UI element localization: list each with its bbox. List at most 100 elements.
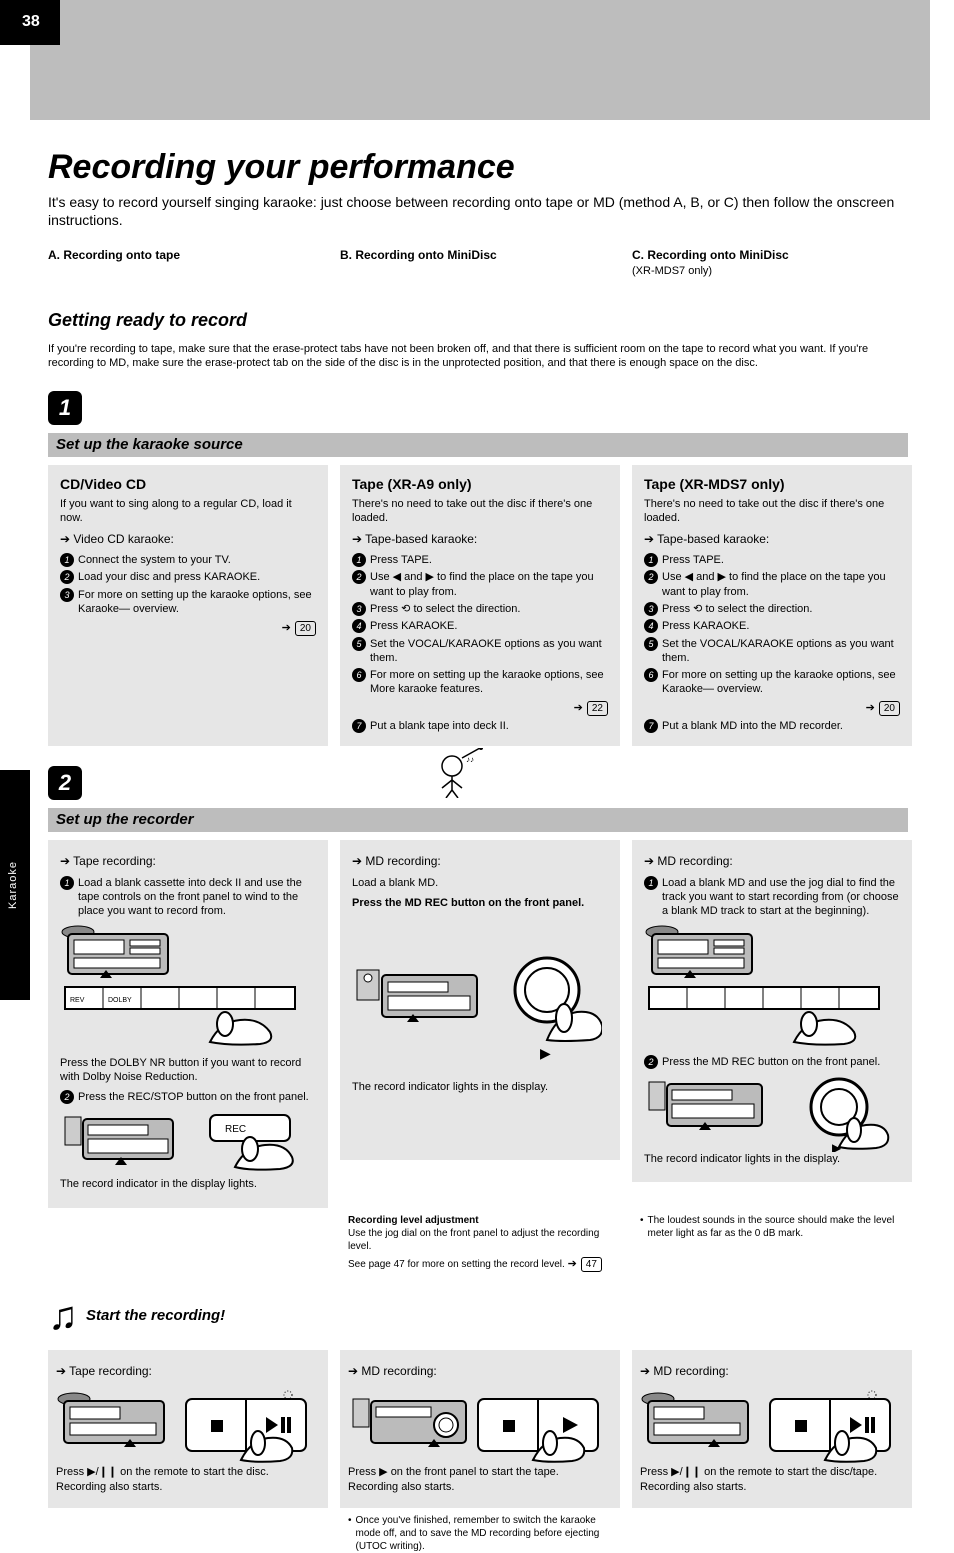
step3-box-b: ➔ MD recording: Press ▶ on the front pan… — [340, 1350, 620, 1508]
s2c-b1: Load a blank MD and use the jog dial to … — [662, 876, 900, 919]
page-number: 38 — [22, 12, 40, 33]
step-1-badge: 1 — [48, 391, 82, 425]
step3-box-a: ➔ Tape recording: Press ▶/❙❙ on the remo… — [48, 1350, 328, 1508]
page-ref-20b: 20 — [879, 701, 900, 716]
tape-deck-illustration — [60, 922, 180, 982]
s1c-b7: Put a blank MD into the MD recorder. — [662, 719, 900, 733]
s3a-text: Press ▶/❙❙ on the remote to start the di… — [56, 1465, 320, 1494]
bullet-icon: 4 — [352, 619, 366, 633]
s1b-sub: There's no need to take out the disc if … — [352, 497, 608, 526]
method-c-sub: (XR-MDS7 only) — [632, 265, 712, 277]
step1-box-c: Tape (XR-MDS7 only) There's no need to t… — [632, 465, 912, 746]
bullet-icon: 2 — [644, 570, 658, 584]
bullet-icon: 1 — [644, 876, 658, 890]
mid-note1-title: Recording level adjustment — [348, 1215, 479, 1226]
s1c-b4: Press KARAOKE. — [662, 619, 900, 633]
s1c-b6: For more on setting up the karaoke optio… — [662, 668, 900, 697]
s3c-arrow: ➔ MD recording: — [640, 1364, 904, 1380]
s1c-b2: Use ◀ and ▶ to find the place on the tap… — [662, 570, 900, 599]
panel-play-illustration-b — [348, 1385, 608, 1465]
s3a-arrow: ➔ Tape recording: — [56, 1364, 320, 1380]
page-title: Recording your performance — [48, 145, 954, 189]
page-ref-20: 20 — [295, 621, 316, 636]
side-tab-text: Karaoke — [0, 770, 26, 1000]
buttons-hand-illustration-c — [644, 982, 894, 1052]
bullet-icon: 2 — [644, 1055, 658, 1069]
s2b-text3: The record indicator lights in the displ… — [352, 1080, 608, 1094]
method-a-title: A. Recording onto tape — [48, 248, 180, 262]
step-1-bar: Set up the karaoke source — [48, 433, 908, 457]
s1b-b2: Use ◀ and ▶ to find the place on the tap… — [370, 570, 608, 599]
s1b-b1: Press TAPE. — [370, 553, 608, 567]
bullet-icon: 3 — [60, 588, 74, 602]
s1b-title: Tape (XR-A9 only) — [352, 475, 608, 493]
s1c-b5: Set the VOCAL/KARAOKE options as you wan… — [662, 637, 900, 666]
bullet-icon: 3 — [352, 602, 366, 616]
step-3-label: Start the recording! — [86, 1306, 225, 1326]
step-1-bar-text: Set up the karaoke source — [56, 435, 243, 455]
s3b-text: Press ▶ on the front panel to start the … — [348, 1465, 612, 1494]
tape-deck-illustration-c — [644, 922, 764, 982]
bullet-icon: 7 — [644, 719, 658, 733]
s1b-arrow: ➔ Tape-based karaoke: — [352, 532, 608, 548]
singer-illustration: ♪♪ — [432, 748, 502, 798]
page-ref-47: 47 — [581, 1257, 602, 1272]
bullet-icon: 1 — [352, 553, 366, 567]
side-tab: Karaoke — [0, 770, 30, 1000]
step-2-bar-text: Set up the recorder — [56, 810, 194, 830]
page-ref-22: 22 — [587, 701, 608, 716]
s1c-title: Tape (XR-MDS7 only) — [644, 475, 900, 493]
bullet-icon: 5 — [352, 637, 366, 651]
s2c-b2b: The record indicator lights in the displ… — [644, 1152, 900, 1166]
s2a-b2b: The record indicator in the display ligh… — [60, 1177, 316, 1191]
step1-box-a: CD/Video CD If you want to sing along to… — [48, 465, 328, 746]
music-note-icon: ♫ — [48, 1290, 78, 1342]
s1b-b6: For more on setting up the karaoke optio… — [370, 668, 608, 697]
s2a-b1: Load a blank cassette into deck II and u… — [78, 876, 316, 919]
step3-box-c: ➔ MD recording: Press ▶/❙❙ on the remote… — [632, 1350, 912, 1508]
s1b-b3: Press ⟲ to select the direction. — [370, 602, 608, 616]
arrow-icon — [568, 1259, 581, 1270]
mid-notes: Recording level adjustment Use the jog d… — [340, 1214, 620, 1272]
rec-button-illustration: REC — [60, 1107, 310, 1177]
dolby-buttons-illustration: REV DOLBY — [60, 982, 310, 1052]
s2a-dolby: Press the DOLBY NR button if you want to… — [60, 1056, 316, 1085]
svg-text:REV: REV — [70, 997, 85, 1004]
s1b-b7: Put a blank tape into deck II. — [370, 719, 608, 733]
s2b-text2: Load a blank MD. — [352, 876, 608, 890]
arrow-icon — [282, 620, 295, 634]
bullet-icon: 1 — [60, 553, 74, 567]
bullet-icon: 2 — [60, 570, 74, 584]
bottom-bullet: Once you've finished, remember to switch… — [356, 1514, 612, 1553]
arrow-icon — [574, 700, 587, 714]
method-c-title: C. Recording onto MiniDisc — [632, 248, 789, 262]
prep-description: If you're recording to tape, make sure t… — [48, 342, 908, 371]
s3c-text: Press ▶/❙❙ on the remote to start the di… — [640, 1465, 904, 1494]
bullet-icon: 3 — [644, 602, 658, 616]
bullet-icon: 4 — [644, 619, 658, 633]
s1c-b1: Press TAPE. — [662, 553, 900, 567]
mid-note2: See page 47 for more on setting the reco… — [348, 1259, 565, 1270]
header-band — [30, 0, 930, 120]
md-rec-jog-illustration-c: ▶ — [644, 1072, 894, 1152]
svg-text:▶: ▶ — [540, 1045, 551, 1060]
svg-text:♪♪: ♪♪ — [466, 755, 474, 764]
step-1-header: 1 — [48, 391, 954, 425]
bullet-icon: 1 — [60, 876, 74, 890]
step-2-bar: Set up the recorder — [48, 808, 908, 832]
svg-text:DOLBY: DOLBY — [108, 997, 132, 1004]
s1a-arrow: ➔ Video CD karaoke: — [60, 532, 316, 548]
right-notes: •The loudest sounds in the source should… — [632, 1214, 912, 1272]
s3b-arrow: ➔ MD recording: — [348, 1364, 612, 1380]
page-subtitle: It's easy to record yourself singing kar… — [48, 193, 954, 229]
s2a-b2: Press the REC/STOP button on the front p… — [78, 1090, 316, 1104]
step-2-badge: 2 — [48, 766, 82, 800]
bullet-icon: 5 — [644, 637, 658, 651]
bullet-icon: 2 — [60, 1090, 74, 1104]
s1a-b2: Load your disc and press KARAOKE. — [78, 570, 316, 584]
step2-box-c: ➔ MD recording: 1Load a blank MD and use… — [632, 840, 912, 1182]
s1c-arrow: ➔ Tape-based karaoke: — [644, 532, 900, 548]
s1b-b5: Set the VOCAL/KARAOKE options as you wan… — [370, 637, 608, 666]
remote-play-illustration-a — [56, 1385, 316, 1465]
s1a-b1: Connect the system to your TV. — [78, 553, 316, 567]
